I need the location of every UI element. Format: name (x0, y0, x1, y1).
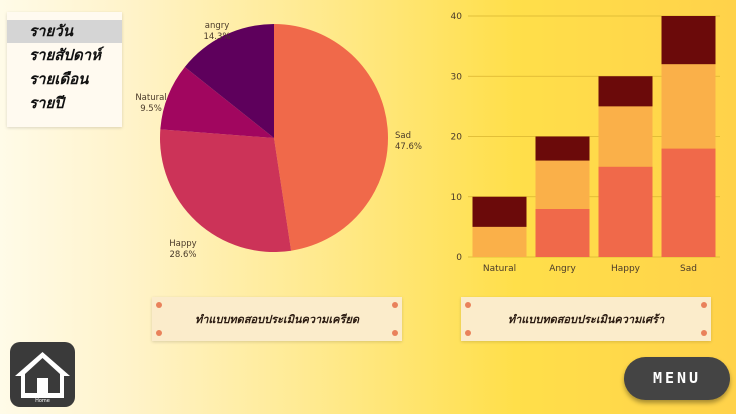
stress-test-button[interactable]: ทำแบบทดสอบประเมินความเครียด (152, 297, 402, 341)
pie-slice-sad (274, 24, 388, 251)
y-tick-label: 10 (451, 193, 463, 203)
period-item-monthly[interactable]: รายเดือน (29, 70, 89, 88)
menu-button[interactable]: MENU (624, 357, 730, 400)
period-menu: รายวัน รายสัปดาห์ รายเดือน รายปี (7, 12, 122, 127)
home-label: Home (35, 398, 50, 404)
card-dot (156, 302, 162, 308)
bar-segment-happy-0 (598, 166, 653, 257)
bar-segment-sad-2 (661, 16, 716, 65)
pie-slice-natural (160, 67, 274, 138)
y-tick-label: 40 (451, 12, 463, 22)
emotion-bar-chart: 0 10 20 30 40 Natural Angry Happy Sad (451, 12, 720, 274)
bar-segment-angry-0 (535, 208, 590, 257)
pie-slice-happy (159, 129, 292, 252)
card-dot (701, 330, 707, 336)
period-item-weekly[interactable]: รายสัปดาห์ (29, 46, 101, 64)
pie-label: Natural (135, 93, 166, 103)
period-item-daily[interactable]: รายวัน (7, 20, 122, 43)
pie-value-label: 28.6% (169, 250, 196, 260)
card-dot (701, 302, 707, 308)
period-item-yearly[interactable]: รายปี (29, 94, 64, 112)
stress-test-label: ทำแบบทดสอบประเมินความเครียด (194, 313, 360, 326)
card-dot (392, 302, 398, 308)
bar-segment-natural-2 (472, 196, 527, 227)
x-tick-label: Sad (680, 264, 697, 274)
pie-value-label: 47.6% (395, 142, 422, 152)
pie-label: Happy (169, 239, 196, 249)
y-tick-label: 20 (451, 133, 463, 143)
x-tick-label: Natural (483, 264, 516, 274)
card-dot (392, 330, 398, 336)
bar-segment-sad-1 (661, 64, 716, 149)
x-tick-label: Angry (549, 264, 576, 274)
card-dot (156, 330, 162, 336)
bar-segment-happy-1 (598, 106, 653, 167)
x-tick-label: Happy (611, 264, 641, 274)
pie-value-label: 14.3% (203, 32, 230, 42)
depression-test-label: ทำแบบทดสอบประเมินความเศร้า (507, 313, 665, 326)
home-icon (15, 352, 70, 398)
card-dot (465, 330, 471, 336)
pie-slice-angry (184, 24, 274, 138)
pie-label: Sad (395, 131, 411, 141)
bar-segment-angry-2 (535, 136, 590, 161)
home-button[interactable]: Home (10, 342, 75, 407)
pie-value-label: 9.5% (140, 104, 162, 114)
y-tick-label: 30 (451, 72, 463, 82)
bar-segment-angry-1 (535, 160, 590, 209)
depression-test-button[interactable]: ทำแบบทดสอบประเมินความเศร้า (461, 297, 711, 341)
bar-segment-sad-0 (661, 148, 716, 257)
pie-label: angry (205, 21, 230, 31)
y-tick-label: 0 (456, 253, 462, 263)
bar-segment-natural-1 (472, 226, 527, 257)
bar-segment-happy-2 (598, 76, 653, 107)
card-dot (465, 302, 471, 308)
